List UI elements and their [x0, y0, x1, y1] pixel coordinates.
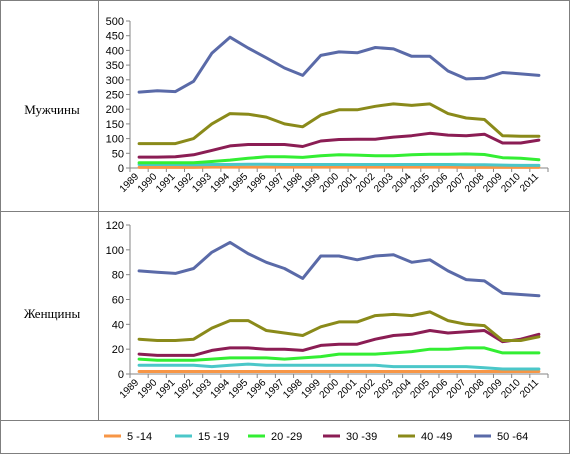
x-tick-label: 2008 — [463, 377, 487, 401]
legend: 5 -14 15 -19 20 -29 30 -39 40 -49 50 -64 — [104, 431, 528, 443]
series-line-40-49 — [137, 102, 541, 146]
y-tick-label: 40 — [112, 319, 124, 331]
x-tick-label: 2006 — [427, 171, 451, 195]
y-tick-label: 300 — [106, 75, 124, 87]
x-tick-label: 1996 — [245, 377, 269, 401]
y-tick-label: 350 — [106, 60, 124, 72]
x-tick-label: 2002 — [354, 377, 378, 401]
x-tick-label: 2009 — [481, 171, 505, 195]
series-line-15-19 — [137, 362, 541, 371]
x-tick-label: 1999 — [299, 171, 323, 195]
x-tick-label: 1994 — [209, 171, 233, 195]
y-tick-label: 0 — [118, 163, 124, 175]
x-tick-label: 2004 — [390, 377, 414, 401]
x-tick-label: 2005 — [408, 171, 432, 195]
y-tick-label: 500 — [106, 16, 124, 28]
y-tick-label: 100 — [106, 245, 124, 257]
y-tick-label: 100 — [106, 134, 124, 146]
x-tick-label: 1997 — [263, 171, 287, 195]
x-tick-label: 1995 — [227, 377, 251, 401]
y-tick-label: 250 — [106, 90, 124, 102]
x-tick-label: 1994 — [209, 377, 233, 401]
y-tick-label: 450 — [106, 31, 124, 43]
legend-label: 50 -64 — [497, 431, 528, 443]
x-tick-label: 2000 — [318, 377, 342, 401]
women-chart: 0204060801001201989199019911992199319941… — [106, 220, 549, 401]
x-tick-label: 1992 — [172, 171, 196, 195]
x-tick-label: 2003 — [372, 377, 396, 401]
x-tick-label: 1993 — [190, 171, 214, 195]
x-tick-label: 2006 — [427, 377, 451, 401]
x-tick-label: 2009 — [481, 377, 505, 401]
x-tick-label: 1993 — [190, 377, 214, 401]
x-tick-label: 1991 — [154, 377, 178, 401]
x-tick-label: 2000 — [318, 171, 342, 195]
legend-label: 15 -19 — [198, 431, 229, 443]
x-tick-label: 2007 — [445, 171, 469, 195]
legend-label: 5 -14 — [127, 431, 152, 443]
men-chart: 0501001502002503003504004505001989199019… — [106, 16, 549, 195]
x-tick-label: 1996 — [245, 171, 269, 195]
legend-label: 40 -49 — [421, 431, 452, 443]
x-tick-label: 1998 — [281, 171, 305, 195]
x-tick-label: 1998 — [281, 377, 305, 401]
x-tick-label: 1995 — [227, 171, 251, 195]
series-line-30-39 — [137, 131, 541, 159]
x-tick-label: 2001 — [336, 171, 360, 195]
legend-label: 30 -39 — [346, 431, 377, 443]
series-line-50-64 — [137, 35, 541, 94]
y-tick-label: 50 — [112, 148, 124, 160]
legend-label: 20 -29 — [271, 431, 302, 443]
series-line-30-39 — [137, 329, 541, 357]
x-tick-label: 2011 — [518, 377, 541, 400]
x-tick-label: 2005 — [408, 377, 432, 401]
series-line-20-29 — [137, 346, 541, 362]
y-tick-label: 400 — [106, 45, 124, 57]
x-tick-label: 2010 — [499, 377, 523, 401]
x-tick-label: 2010 — [499, 171, 523, 195]
y-tick-label: 20 — [112, 344, 124, 356]
y-tick-label: 200 — [106, 104, 124, 116]
x-tick-label: 2008 — [463, 171, 487, 195]
x-tick-label: 1990 — [136, 171, 160, 195]
row-label-men: Мужчины — [24, 102, 80, 117]
x-tick-label: 2003 — [372, 171, 396, 195]
y-tick-label: 150 — [106, 119, 124, 131]
x-tick-label: 2001 — [336, 377, 360, 401]
x-tick-label: 2004 — [390, 171, 414, 195]
y-tick-label: 120 — [106, 220, 124, 232]
y-tick-label: 80 — [112, 270, 124, 282]
x-tick-label: 1997 — [263, 377, 287, 401]
y-tick-label: 0 — [118, 369, 124, 381]
series-line-50-64 — [137, 240, 541, 298]
x-tick-label: 1990 — [136, 377, 160, 401]
x-tick-label: 2002 — [354, 171, 378, 195]
x-tick-label: 2011 — [518, 171, 541, 194]
y-tick-label: 60 — [112, 295, 124, 307]
x-tick-label: 1992 — [172, 377, 196, 401]
x-tick-label: 1991 — [154, 171, 178, 195]
row-label-women: Женщины — [23, 306, 81, 321]
x-tick-label: 2007 — [445, 377, 469, 401]
series-line-40-49 — [137, 310, 541, 342]
x-tick-label: 1999 — [299, 377, 323, 401]
series-line-15-19 — [137, 162, 541, 167]
series-line-20-29 — [137, 152, 541, 165]
